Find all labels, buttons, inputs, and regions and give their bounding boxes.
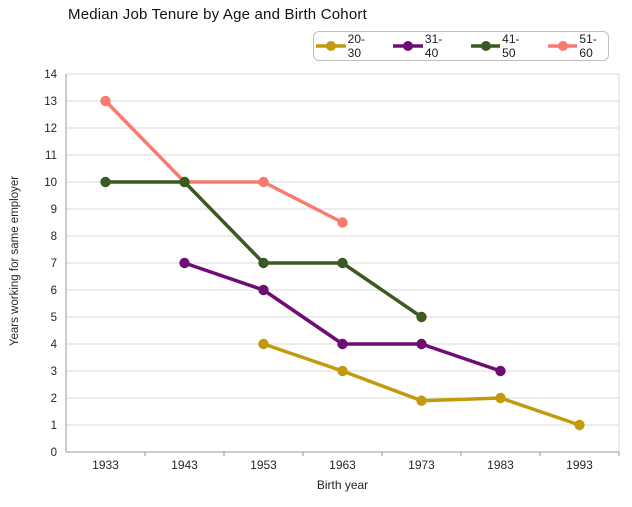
data-point-31-40 [337,338,348,350]
data-point-20-30 [495,392,506,404]
x-tick-label: 1973 [408,458,435,472]
legend-item-41-50: 41-50 [469,32,531,60]
legend-marker-icon [316,41,346,51]
y-tick-label: 1 [51,420,57,432]
series-line-41-50 [103,180,424,319]
y-tick-label: 4 [51,339,58,351]
data-point-31-40 [258,284,269,296]
legend-item-20-30: 20-30 [314,32,376,60]
y-tick-label: 7 [51,258,57,270]
legend-label: 20-30 [347,32,365,60]
x-tick-label: 1993 [566,458,593,472]
y-tick-label: 10 [44,177,57,189]
x-tick-label: 1983 [487,458,514,472]
y-tick-label: 13 [44,96,57,108]
legend-marker-icon [393,41,423,51]
y-axis-title: Years working for same employer [9,175,21,347]
x-tick-label: 1943 [171,458,198,472]
data-point-31-40 [495,365,506,377]
legend-label: 51-60 [579,32,597,60]
y-tick-label: 14 [44,69,57,81]
x-axis-title: Birth year [316,478,369,492]
data-point-51-60 [337,217,348,228]
series-line-20-30 [261,342,582,427]
legend-label: 41-50 [502,32,520,60]
data-point-20-30 [337,365,348,377]
y-tick-label: 5 [51,312,57,324]
legend-marker-icon [547,41,578,51]
data-point-51-60 [258,176,269,188]
data-point-41-50 [416,311,427,323]
y-tick-label: 12 [44,123,57,135]
y-tick-label: 8 [51,231,57,243]
legend-marker-icon [470,41,501,51]
legend-item-31-40: 31-40 [391,32,453,60]
x-tick-label: 1963 [329,458,356,472]
series-line-51-60 [103,99,345,225]
y-tick-label: 2 [51,393,57,405]
data-point-41-50 [100,176,111,188]
data-point-20-30 [258,338,269,350]
legend-item-51-60: 51-60 [546,32,608,60]
data-point-31-40 [416,338,427,350]
x-tick-label: 1933 [92,458,119,472]
y-tick-label: 6 [51,285,57,297]
chart-title: Median Job Tenure by Age and Birth Cohor… [68,6,367,23]
y-tick-label: 9 [51,204,57,216]
data-point-41-50 [179,176,190,188]
data-point-31-40 [179,257,190,269]
y-tick-label: 0 [51,447,57,459]
x-tick-label: 1953 [250,458,277,472]
data-point-41-50 [258,257,269,269]
y-tick-label: 11 [45,150,57,162]
legend-label: 31-40 [424,32,443,60]
data-point-20-30 [416,395,427,406]
data-point-20-30 [574,419,585,431]
data-point-51-60 [100,95,111,107]
y-tick-label: 3 [51,366,57,378]
legend-box: 20-30 31-40 41-50 51-60 [313,31,609,61]
data-point-41-50 [337,257,348,269]
